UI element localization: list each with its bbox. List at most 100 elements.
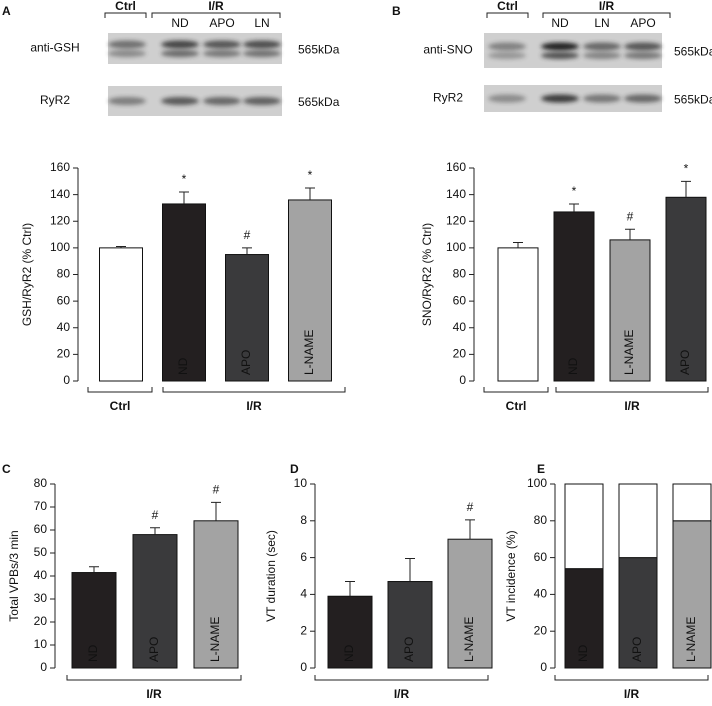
error-bar: [569, 203, 579, 212]
blot-band: [243, 97, 281, 105]
y-tick-label: 80: [534, 513, 548, 527]
blot-band: [203, 40, 241, 49]
error-bar: [150, 527, 160, 535]
blot-band: [488, 94, 526, 103]
group-label: Ctrl: [110, 399, 131, 413]
bar: [132, 534, 178, 669]
error-bar: [625, 228, 635, 240]
bar-label: APO: [630, 637, 644, 662]
bar-segment: [564, 568, 604, 669]
y-tick-label: 160: [50, 160, 70, 174]
bar-label: APO: [147, 637, 161, 662]
error-bar: [465, 519, 475, 540]
y-tick-label: 0: [40, 660, 47, 674]
significance-mark: *: [572, 184, 577, 198]
group-label: I/R: [624, 687, 640, 701]
bar-label: L-NAME: [684, 617, 698, 662]
y-tick-label: 120: [50, 213, 70, 227]
error-bar: [211, 501, 221, 521]
significance-mark: #: [627, 209, 634, 223]
bar-segment: [564, 483, 604, 570]
y-tick-label: 80: [34, 476, 48, 490]
blot-strip: [108, 33, 282, 64]
blot-band: [488, 42, 526, 51]
blot-band: [541, 94, 579, 103]
bar: [497, 247, 539, 382]
y-tick-label: 40: [57, 320, 71, 334]
blot-band: [583, 52, 621, 59]
blot-row-label: RyR2: [40, 93, 70, 107]
bar-label: L-NAME: [208, 617, 222, 662]
y-tick-label: 50: [34, 545, 48, 559]
y-tick-label: 100: [50, 240, 70, 254]
bar: [225, 254, 269, 382]
bar: [288, 199, 332, 382]
panel-letter: D: [290, 462, 299, 476]
group-bracket: [66, 675, 242, 681]
y-tick-label: 20: [453, 347, 467, 361]
group-label: I/R: [394, 687, 410, 701]
blot-band: [624, 52, 662, 59]
bar: [162, 203, 206, 382]
blot-size-label: 565kDa: [674, 45, 712, 59]
error-bar: [89, 566, 99, 573]
blot-band: [583, 42, 621, 51]
y-tick-label: 0: [540, 660, 547, 674]
bar-label: ND: [576, 644, 590, 662]
y-tick-label: 100: [527, 476, 547, 490]
group-bracket: [87, 387, 153, 393]
blot-band: [243, 50, 281, 57]
blot-header-ir: I/R: [599, 0, 615, 13]
y-tick-label: 2: [300, 623, 307, 637]
blot-header-line: [104, 12, 147, 18]
y-tick-label: 10: [34, 637, 48, 651]
y-axis-label: GSH/RyR2 (% Ctrl): [20, 223, 34, 326]
panel-letter: A: [2, 4, 11, 18]
y-tick-label: 140: [446, 187, 466, 201]
group-label: I/R: [624, 399, 640, 413]
bar: [327, 595, 373, 669]
y-tick-label: 10: [294, 476, 308, 490]
error-bar: [405, 558, 415, 582]
bar-segment: [672, 520, 712, 669]
y-tick-label: 70: [34, 499, 48, 513]
y-tick-label: 60: [34, 522, 48, 536]
significance-mark: #: [213, 483, 220, 497]
bar-label: ND: [176, 357, 190, 375]
error-bar: [681, 180, 691, 198]
bar-segment: [618, 483, 658, 559]
blot-band: [161, 97, 199, 105]
y-tick-label: 80: [57, 267, 71, 281]
y-tick-label: 8: [300, 513, 307, 527]
y-tick-label: 60: [57, 293, 71, 307]
y-tick-label: 40: [34, 568, 48, 582]
y-axis-label: Total VPBs/3 min: [7, 530, 21, 621]
significance-mark: *: [308, 168, 313, 182]
y-tick-label: 30: [34, 591, 48, 605]
blot-size-label: 565kDa: [298, 95, 340, 109]
bar-label: ND: [86, 644, 100, 662]
panel-letter: E: [537, 462, 545, 476]
blot-band: [624, 94, 662, 103]
blot-header-ctrl: Ctrl: [497, 0, 518, 13]
y-tick-label: 120: [446, 213, 466, 227]
blot-band: [161, 40, 199, 49]
group-label: I/R: [246, 399, 262, 413]
error-bar: [345, 581, 355, 597]
y-axis-label: VT duration (sec): [264, 530, 278, 622]
y-tick-label: 0: [63, 373, 70, 387]
error-bar: [242, 247, 252, 255]
error-bar: [179, 191, 189, 204]
group-label: I/R: [146, 687, 162, 701]
group-bracket: [483, 387, 549, 393]
blot-header-ctrl: Ctrl: [115, 0, 136, 13]
y-tick-label: 60: [534, 550, 548, 564]
bar: [99, 247, 143, 382]
group-bracket: [162, 387, 346, 393]
y-tick-label: 6: [300, 550, 307, 564]
bar: [387, 581, 433, 669]
blot-header-line: [151, 12, 281, 18]
group-bracket: [554, 675, 709, 681]
bar: [193, 520, 239, 669]
significance-mark: *: [182, 172, 187, 186]
